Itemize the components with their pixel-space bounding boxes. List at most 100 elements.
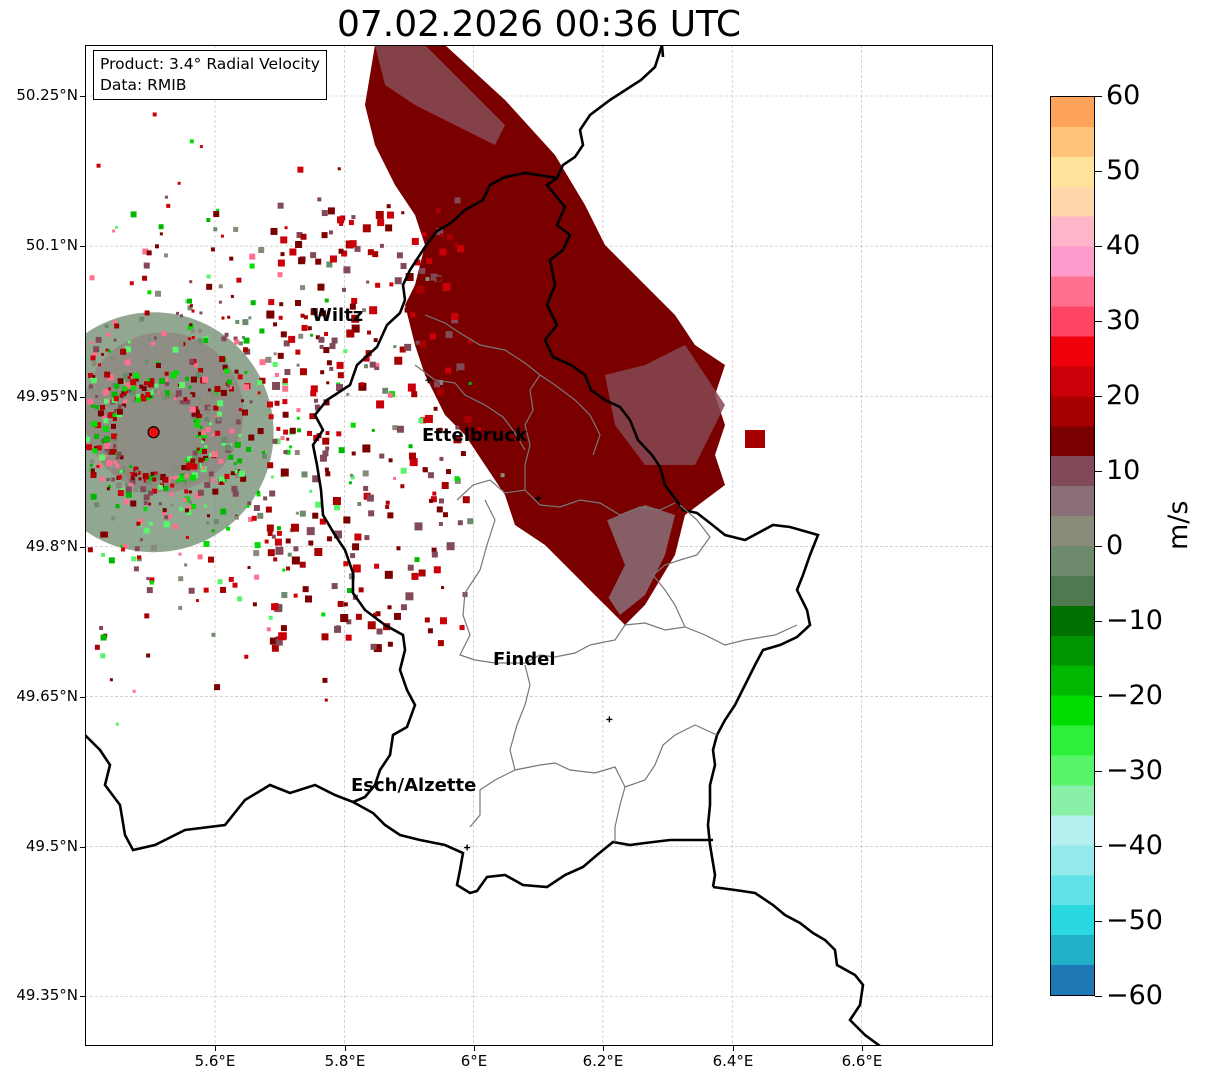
velocity-pixel	[266, 310, 275, 319]
velocity-pixel	[202, 466, 206, 470]
velocity-pixel	[289, 248, 297, 256]
lat-tick	[80, 847, 85, 848]
velocity-pixel	[467, 338, 473, 344]
velocity-pixel	[122, 543, 128, 549]
lat-tick-label: 49.95°N	[16, 387, 78, 405]
velocity-pixel	[203, 540, 210, 547]
lat-tick	[80, 96, 85, 97]
velocity-pixel	[445, 331, 453, 339]
velocity-pixel	[112, 417, 117, 422]
velocity-pixel	[198, 368, 204, 374]
velocity-pixel	[325, 431, 330, 436]
velocity-pixel	[291, 556, 300, 565]
velocity-pixel	[274, 538, 282, 546]
velocity-pixel	[179, 475, 185, 481]
velocity-pixel	[460, 451, 466, 457]
velocity-pixel	[389, 282, 394, 287]
velocity-pixel	[212, 413, 216, 417]
velocity-pixel	[189, 394, 193, 398]
velocity-pixel	[271, 534, 276, 539]
radar-map[interactable]	[85, 45, 993, 1046]
velocity-pixel	[139, 470, 143, 474]
velocity-pixel	[201, 449, 207, 455]
velocity-pixel	[263, 496, 268, 501]
velocity-pixel	[115, 225, 119, 229]
velocity-pixel	[108, 485, 112, 489]
velocity-pixel	[451, 312, 459, 320]
velocity-pixel	[273, 322, 278, 327]
velocity-pixel	[325, 446, 330, 451]
velocity-pixel	[150, 471, 155, 476]
velocity-pixel	[203, 504, 207, 508]
velocity-pixel	[248, 516, 254, 522]
velocity-pixel	[419, 267, 426, 274]
velocity-pixel	[104, 442, 111, 449]
velocity-pixel	[88, 384, 93, 389]
velocity-pixel	[386, 204, 391, 209]
velocity-pixel	[321, 232, 328, 239]
country-border-lux-fr	[352, 800, 713, 895]
velocity-pixel	[375, 282, 381, 288]
velocity-pixel	[343, 602, 348, 607]
velocity-pixel	[337, 600, 344, 607]
colorbar-tick-label: −30	[1106, 755, 1163, 786]
velocity-pixel	[295, 511, 299, 515]
velocity-pixel	[196, 447, 200, 451]
velocity-pixel	[106, 460, 113, 467]
velocity-pixel	[350, 553, 356, 559]
velocity-pixel	[274, 400, 280, 406]
velocity-pixel	[139, 538, 143, 542]
velocity-pixel	[95, 395, 99, 399]
velocity-pixel	[106, 332, 111, 337]
velocity-pixel	[422, 232, 427, 237]
colorbar-tick-label: −60	[1106, 980, 1163, 1011]
velocity-pixel	[268, 615, 273, 620]
velocity-pixel	[218, 300, 222, 304]
colorbar-tick-label: 60	[1106, 80, 1141, 111]
velocity-pixel	[190, 503, 196, 509]
velocity-pixel	[198, 457, 204, 463]
velocity-pixel	[314, 398, 319, 403]
velocity-pixel	[209, 392, 216, 399]
velocity-pixel	[238, 408, 242, 412]
velocity-pixel	[147, 290, 152, 295]
lat-tick	[80, 246, 85, 247]
velocity-pixel	[135, 469, 139, 473]
velocity-pixel	[187, 324, 194, 331]
velocity-pixel	[272, 381, 281, 390]
velocity-pixel	[477, 427, 481, 431]
colorbar-tick-label: −10	[1106, 605, 1163, 636]
radar-map-canvas[interactable]	[85, 45, 993, 1046]
velocity-pixel	[113, 468, 120, 475]
velocity-pixel	[324, 698, 328, 702]
velocity-pixel	[133, 487, 139, 493]
velocity-pixel	[315, 335, 320, 340]
velocity-pixel	[208, 471, 214, 477]
velocity-pixel	[103, 418, 109, 424]
velocity-pixel	[428, 290, 433, 295]
velocity-pixel	[322, 437, 330, 445]
velocity-pixel	[123, 499, 129, 505]
velocity-pixel	[252, 602, 257, 607]
velocity-pixel	[109, 678, 113, 682]
velocity-pixel	[164, 195, 168, 199]
velocity-pixel	[173, 398, 178, 403]
radar-site-marker[interactable]	[147, 426, 160, 439]
velocity-pixel	[184, 563, 188, 567]
velocity-pixel	[146, 577, 150, 581]
velocity-pixel	[387, 641, 393, 647]
velocity-pixel	[312, 512, 319, 519]
velocity-pixel	[184, 508, 189, 513]
velocity-pixel	[248, 316, 252, 320]
velocity-pixel	[374, 563, 380, 569]
velocity-pixel	[96, 163, 101, 168]
velocity-pixel	[106, 487, 110, 491]
velocity-pixel	[182, 401, 186, 405]
velocity-pixel	[90, 472, 97, 479]
velocity-pixel	[404, 343, 412, 351]
velocity-pixel	[141, 386, 147, 392]
velocity-pixel	[170, 483, 175, 488]
velocity-pixel	[187, 455, 193, 461]
velocity-pixel	[129, 478, 136, 485]
velocity-pixel	[185, 399, 191, 405]
